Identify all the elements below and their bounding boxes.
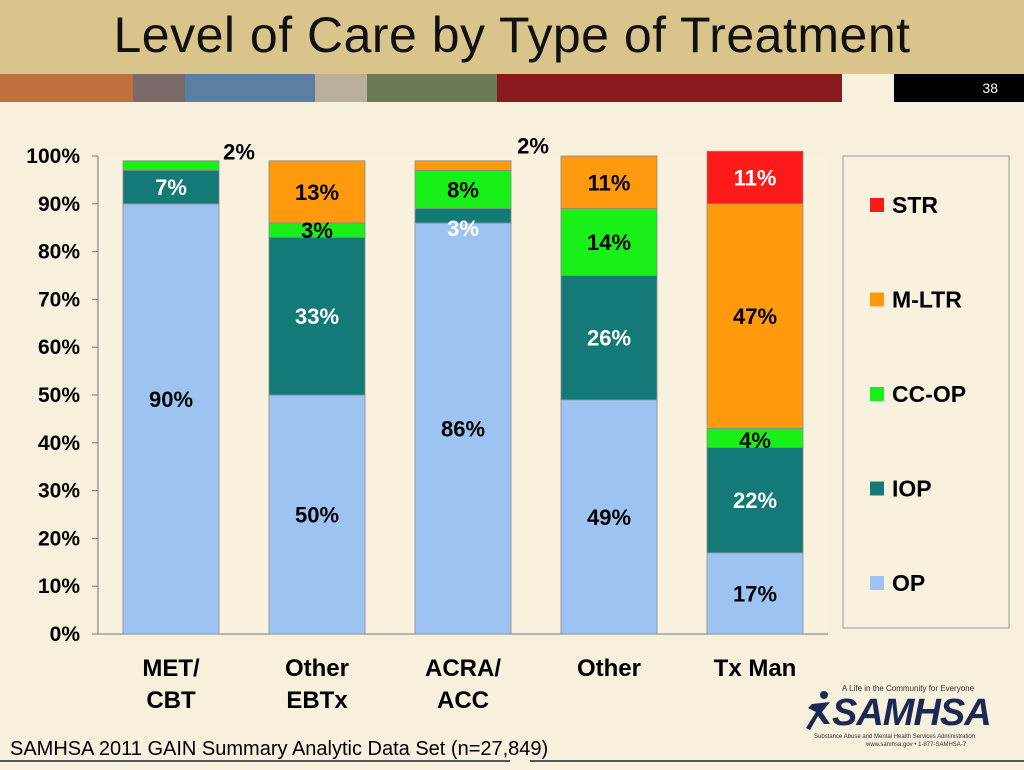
y-tick-label: 50% xyxy=(38,384,80,407)
bar-segment-op xyxy=(414,222,512,635)
bar-segment-m-ltr xyxy=(560,155,658,209)
legend-swatch-m-ltr xyxy=(870,292,884,307)
bar-segment-cc-op xyxy=(560,208,658,276)
legend-label-op: OP xyxy=(892,570,925,596)
bar-segment-cc-op xyxy=(122,160,220,171)
bar-segment-m-ltr xyxy=(268,160,366,224)
y-tick-label: 80% xyxy=(38,241,80,264)
bar-segment-str xyxy=(706,150,804,205)
y-tick-label: 40% xyxy=(38,432,80,455)
legend-label-iop: IOP xyxy=(892,476,932,502)
data-label-cc-op: 3% xyxy=(301,218,333,243)
bar-segment-op xyxy=(122,203,220,635)
x-category-label: EBTx xyxy=(286,687,348,714)
logo-subtitle: Substance Abuse and Mental Health Servic… xyxy=(814,734,976,740)
stripe-segment xyxy=(185,74,315,102)
data-label-m-ltr: 11% xyxy=(588,170,631,195)
bottom-divider-right xyxy=(530,760,1024,770)
legend-swatch-cc-op xyxy=(870,387,884,401)
legend-swatch-str xyxy=(870,198,884,212)
data-label-op: 17% xyxy=(733,581,777,606)
data-label-m-ltr: 47% xyxy=(733,304,777,329)
x-category-label: ACC xyxy=(437,687,489,714)
stripe-segment xyxy=(0,74,133,102)
x-category-label: Other xyxy=(577,655,641,682)
data-label-op: 86% xyxy=(441,416,485,441)
y-tick-label: 30% xyxy=(38,480,80,503)
y-tick-label: 0% xyxy=(50,623,81,646)
data-label-iop: 33% xyxy=(295,304,339,329)
legend-label-m-ltr: M-LTR xyxy=(892,287,962,313)
bar-segment-op xyxy=(706,552,804,635)
y-tick-label: 60% xyxy=(38,336,80,359)
x-category-label: Tx Man xyxy=(714,655,797,682)
y-tick-label: 10% xyxy=(38,575,80,598)
stripe-segment xyxy=(842,74,894,102)
y-tick-label: 70% xyxy=(38,288,80,311)
bar-segment-cc-op xyxy=(414,169,512,209)
y-tick-label: 20% xyxy=(38,527,80,550)
stripe-segment xyxy=(133,74,185,102)
data-label-str: 11% xyxy=(734,166,777,191)
bar-segment-m-ltr xyxy=(706,203,804,429)
bottom-divider-left xyxy=(0,760,510,770)
data-label-iop: 26% xyxy=(587,326,631,351)
data-label-cc-op: 4% xyxy=(739,428,771,453)
x-category-label: ACRA/ xyxy=(425,655,501,682)
data-label-cc-op: 8% xyxy=(447,177,479,202)
stripe-segment xyxy=(367,74,497,102)
bar-segment-iop xyxy=(122,169,220,205)
samhsa-logo: A Life in the Community for Everyone SAM… xyxy=(806,684,992,754)
data-label-iop: 22% xyxy=(733,488,777,513)
data-label-op: 49% xyxy=(587,505,631,530)
data-label-m-ltr: 2% xyxy=(517,134,549,159)
y-tick-label: 90% xyxy=(38,193,80,216)
stripe-segment xyxy=(894,74,1024,102)
data-label-cc-op: 14% xyxy=(587,230,631,255)
logo-url: www.samhsa.gov • 1-877-SAMHSA-7 xyxy=(866,742,967,748)
bar-segment-iop xyxy=(706,447,804,554)
stripe-segment xyxy=(315,74,367,102)
data-label-iop: 3% xyxy=(447,216,479,241)
x-category-label: Other xyxy=(285,655,349,682)
title-bar xyxy=(0,0,1024,74)
bar-segment-m-ltr xyxy=(414,160,512,171)
data-label-op: 50% xyxy=(295,503,339,528)
logo-tagline: A Life in the Community for Everyone xyxy=(842,684,975,693)
color-stripe xyxy=(0,74,1024,102)
x-category-label: CBT xyxy=(146,687,196,714)
slide-number: 38 xyxy=(982,80,998,96)
legend-label-str: STR xyxy=(892,192,938,218)
data-label-op: 90% xyxy=(149,387,193,412)
data-label-cc-op: 2% xyxy=(223,140,255,165)
bar-segment-op xyxy=(268,394,366,635)
source-note: SAMHSA 2011 GAIN Summary Analytic Data S… xyxy=(10,738,549,760)
bar-segment-iop xyxy=(560,275,658,401)
stripe-segment xyxy=(497,74,842,102)
logo-wordmark: SAMHSA xyxy=(832,692,992,734)
slide-title: Level of Care by Type of Treatment xyxy=(113,7,911,63)
data-label-m-ltr: 13% xyxy=(295,180,339,205)
x-category-label: MET/ xyxy=(142,655,200,682)
data-label-iop: 7% xyxy=(155,175,187,200)
legend-label-cc-op: CC-OP xyxy=(892,381,966,407)
legend-swatch-iop xyxy=(870,481,884,496)
running-figure-icon xyxy=(806,691,830,730)
y-tick-label: 100% xyxy=(26,145,80,168)
legend-swatch-op xyxy=(870,576,884,590)
